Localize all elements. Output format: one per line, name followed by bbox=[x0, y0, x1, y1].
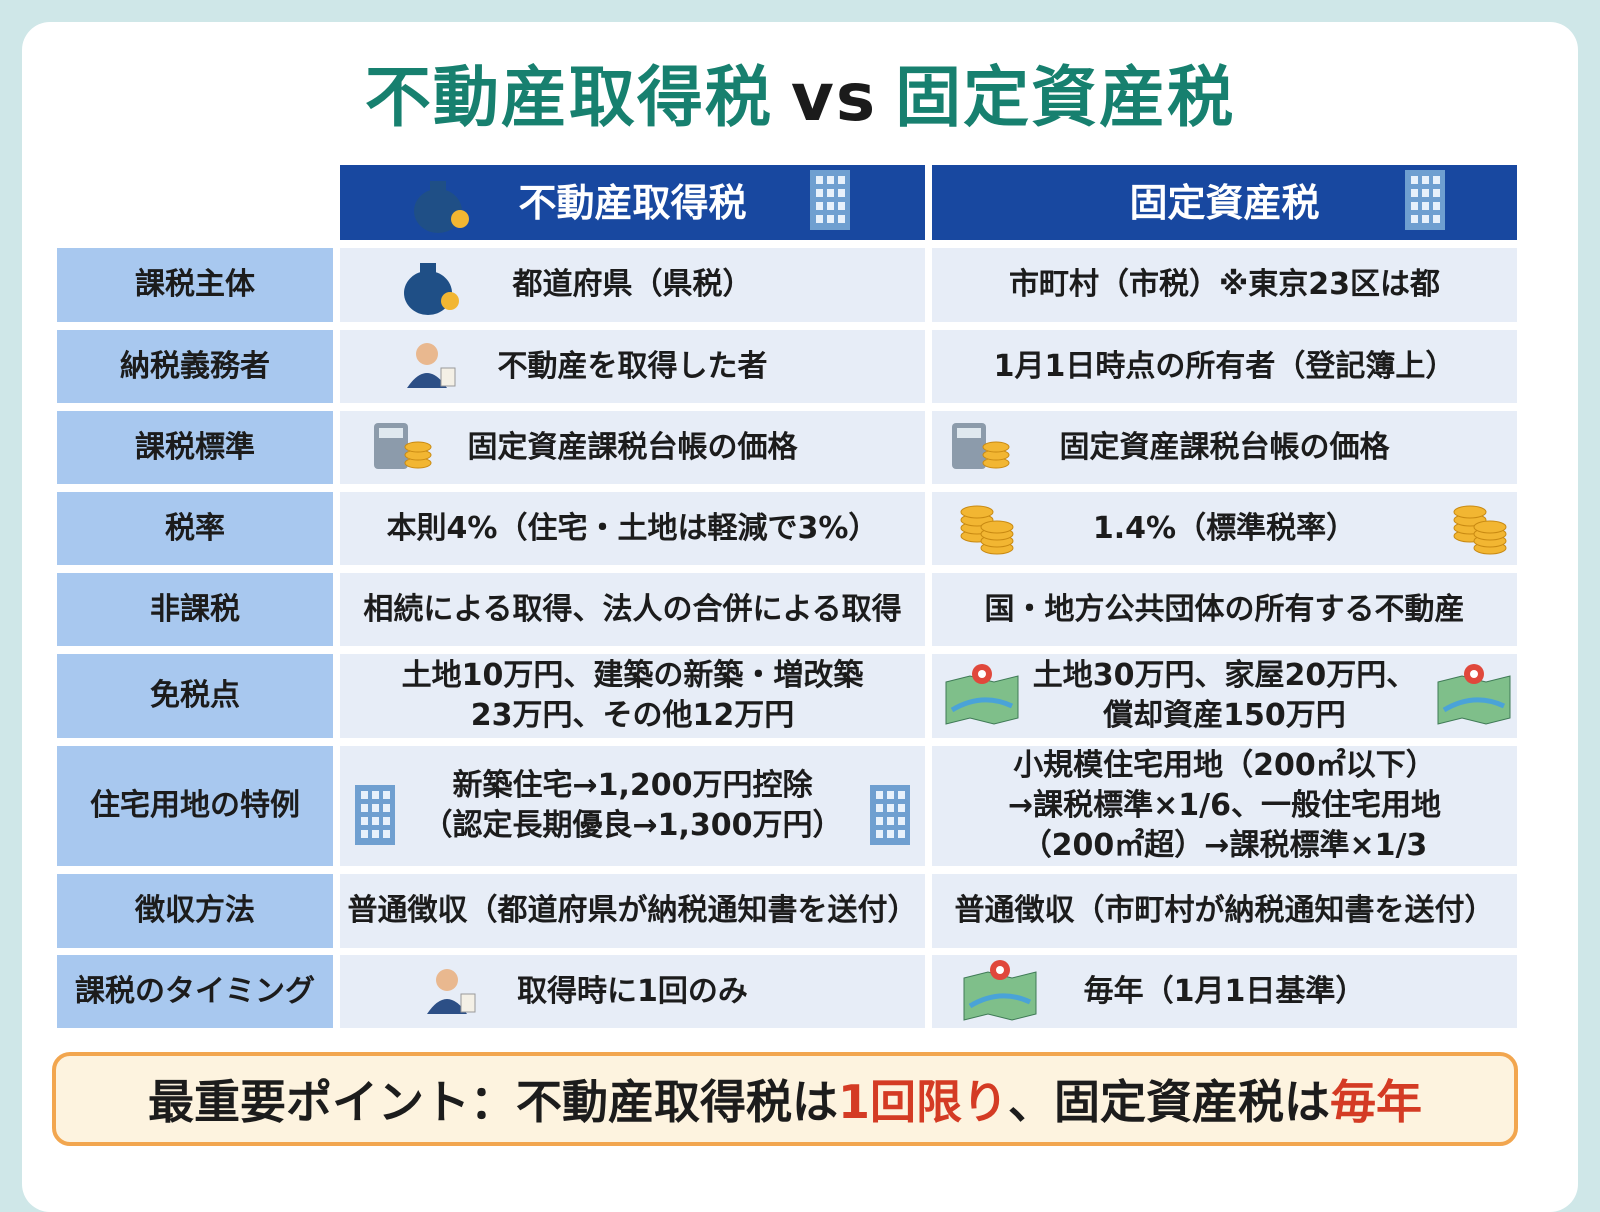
cell: 土地30万円、家屋20万円、 償却資産150万円 bbox=[932, 654, 1517, 738]
row-label: 住宅用地の特例 bbox=[57, 746, 333, 866]
cell-line: 普通徴収（都道府県が納税通知書を送付） bbox=[347, 893, 918, 928]
note-part: 毎年 bbox=[1330, 1075, 1422, 1129]
title-part: 固定資産税 bbox=[895, 59, 1236, 136]
cell: 1.4%（標準税率） bbox=[932, 492, 1517, 565]
title-part: vs bbox=[790, 59, 878, 136]
row-label-text: 課税主体 bbox=[135, 267, 255, 302]
row-label: 非課税 bbox=[57, 573, 333, 646]
row-label: 納税義務者 bbox=[57, 330, 333, 403]
cell-line: 23万円、その他12万円 bbox=[470, 698, 795, 733]
row-label-text: 非課税 bbox=[150, 591, 240, 627]
row-label-text: 徴収方法 bbox=[135, 893, 255, 928]
cell: 普通徴収（都道府県が納税通知書を送付） bbox=[340, 874, 925, 948]
cell-line: 土地30万円、家屋20万円、 bbox=[1032, 658, 1417, 693]
cell-line: 本則4%（住宅・土地は軽減で3%） bbox=[386, 510, 879, 546]
cell-line: 市町村（市税）※東京23区は都 bbox=[1009, 267, 1440, 302]
row-label: 課税主体 bbox=[57, 248, 333, 322]
row-label: 徴収方法 bbox=[57, 874, 333, 948]
cell: 国・地方公共団体の所有する不動産 bbox=[932, 573, 1517, 646]
cell: 固定資産課税台帳の価格 bbox=[340, 411, 925, 484]
title-part: 不動産取得税 bbox=[364, 59, 773, 136]
cell: 取得時に1回のみ bbox=[340, 955, 925, 1028]
row-label-text: 税率 bbox=[165, 510, 225, 546]
cell: 新築住宅→1,200万円控除 （認定長期優良→1,300万円） bbox=[340, 746, 925, 866]
cell-line: 固定資産課税台帳の価格 bbox=[1059, 429, 1390, 465]
row-label: 課税標準 bbox=[57, 411, 333, 484]
cell-line: 償却資産150万円 bbox=[1103, 698, 1346, 733]
cell-line: 固定資産課税台帳の価格 bbox=[467, 429, 798, 465]
column-header: 固定資産税 bbox=[932, 165, 1517, 240]
column-header: 不動産取得税 bbox=[340, 165, 925, 240]
cell: 本則4%（住宅・土地は軽減で3%） bbox=[340, 492, 925, 565]
cell-line: 国・地方公共団体の所有する不動産 bbox=[984, 591, 1465, 627]
cell-line: 普通徴収（市町村が納税通知書を送付） bbox=[954, 893, 1495, 928]
row-label-text: 課税のタイミング bbox=[75, 973, 315, 1009]
row-label: 課税のタイミング bbox=[57, 955, 333, 1028]
cell: 普通徴収（市町村が納税通知書を送付） bbox=[932, 874, 1517, 948]
cell: 不動産を取得した者 bbox=[340, 330, 925, 403]
cell: 都道府県（県税） bbox=[340, 248, 925, 322]
note-part: 1回限り bbox=[837, 1075, 1008, 1129]
cell: 土地10万円、建築の新築・増改築 23万円、その他12万円 bbox=[340, 654, 925, 738]
key-point: 最重要ポイント：不動産取得税は 1回限り 、固定資産税は 毎年 bbox=[52, 1052, 1518, 1146]
cell-line: 不動産を取得した者 bbox=[497, 348, 768, 384]
cell-line: 取得時に1回のみ bbox=[517, 973, 748, 1009]
cell: 毎年（1月1日基準） bbox=[932, 955, 1517, 1028]
row-label-text: 住宅用地の特例 bbox=[90, 788, 300, 823]
cell-line: 1月1日時点の所有者（登記簿上） bbox=[993, 348, 1456, 384]
row-label-text: 免税点 bbox=[150, 678, 240, 713]
cell-line: →課税標準×1/6、一般住宅用地 bbox=[1008, 788, 1441, 823]
column-header-text: 固定資産税 bbox=[1129, 180, 1320, 225]
row-label: 免税点 bbox=[57, 654, 333, 738]
cell-line: （認定長期優良→1,300万円） bbox=[422, 808, 843, 843]
note-part: 最重要ポイント：不動産取得税は bbox=[147, 1075, 838, 1129]
cell-line: 相続による取得、法人の合併による取得 bbox=[363, 591, 902, 627]
cell-line: 土地10万円、建築の新築・増改築 bbox=[401, 658, 864, 693]
cell: 固定資産課税台帳の価格 bbox=[932, 411, 1517, 484]
cell: 相続による取得、法人の合併による取得 bbox=[340, 573, 925, 646]
cell-line: 毎年（1月1日基準） bbox=[1083, 973, 1366, 1009]
cell-line: 1.4%（標準税率） bbox=[1092, 510, 1357, 546]
cell-line: 新築住宅→1,200万円控除 bbox=[452, 768, 813, 803]
cell: 1月1日時点の所有者（登記簿上） bbox=[932, 330, 1517, 403]
row-label: 税率 bbox=[57, 492, 333, 565]
cell-line: （200㎡超）→課税標準×1/3 bbox=[1021, 828, 1428, 863]
column-header-text: 不動産取得税 bbox=[518, 180, 747, 225]
cell: 小規模住宅用地（200㎡以下） →課税標準×1/6、一般住宅用地 （200㎡超）→課… bbox=[932, 746, 1517, 866]
cell-line: 都道府県（県税） bbox=[512, 267, 753, 302]
row-label-text: 課税標準 bbox=[135, 429, 255, 465]
row-label-text: 納税義務者 bbox=[120, 348, 270, 384]
cell: 市町村（市税）※東京23区は都 bbox=[932, 248, 1517, 322]
cell-line: 小規模住宅用地（200㎡以下） bbox=[1013, 748, 1436, 783]
title: 不動産取得税 vs 固定資産税 bbox=[0, 44, 1600, 140]
note-part: 、固定資産税は bbox=[1008, 1075, 1330, 1129]
